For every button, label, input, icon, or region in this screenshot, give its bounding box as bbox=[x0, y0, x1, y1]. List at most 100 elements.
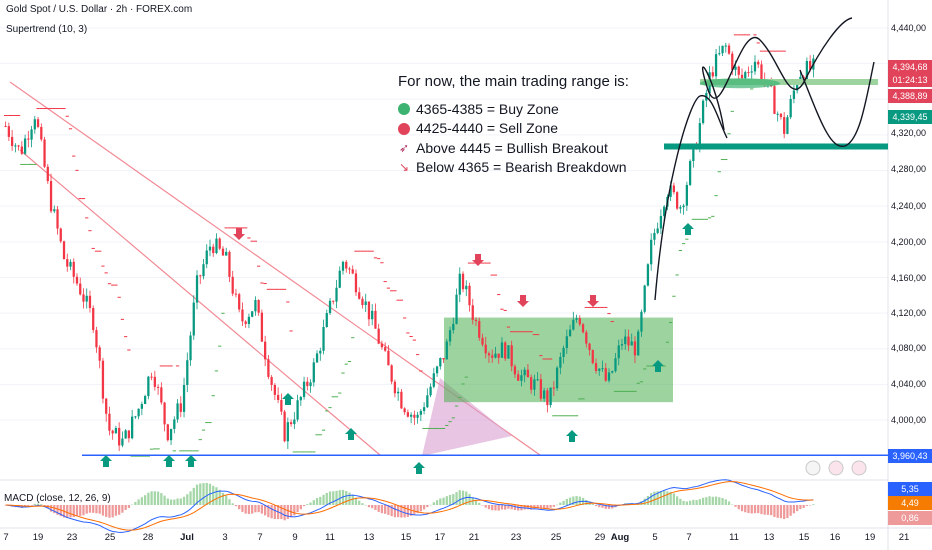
macd-histogram-bar bbox=[792, 505, 796, 514]
candle-body bbox=[325, 313, 328, 328]
candle-body bbox=[546, 390, 549, 406]
candle-body bbox=[458, 273, 461, 295]
macd-histogram-bar bbox=[387, 505, 390, 515]
macd-histogram-bar bbox=[731, 504, 734, 506]
macd-label[interactable]: MACD (close, 12, 26, 9) bbox=[4, 493, 111, 504]
candle-body bbox=[7, 126, 11, 137]
candle-body bbox=[663, 206, 666, 216]
candle-body bbox=[640, 311, 643, 332]
candle-body bbox=[539, 379, 543, 399]
indicator-label[interactable]: Supertrend (10, 3) bbox=[6, 24, 88, 35]
price-tick: 4,240,00 bbox=[890, 201, 926, 211]
candle-body bbox=[426, 395, 429, 408]
buy-signal-arrow bbox=[282, 393, 294, 405]
macd-histogram-bar bbox=[393, 505, 397, 518]
macd-histogram-bar bbox=[685, 501, 688, 505]
candle-body bbox=[478, 321, 481, 338]
time-tick: 15 bbox=[798, 532, 810, 543]
macd-histogram-bar bbox=[594, 505, 598, 507]
price-tick: 4,080,00 bbox=[890, 343, 926, 353]
candle-body bbox=[422, 407, 426, 411]
candle-body bbox=[530, 377, 533, 390]
macd-histogram-bar bbox=[238, 505, 241, 510]
candle-body bbox=[289, 422, 293, 425]
macd-histogram-bar bbox=[364, 504, 367, 506]
candle-body bbox=[646, 264, 650, 286]
macd-histogram-bar bbox=[348, 492, 351, 505]
candle-body bbox=[319, 350, 322, 354]
candle-body bbox=[533, 379, 536, 390]
candle-body bbox=[293, 419, 296, 425]
candle-body bbox=[150, 376, 153, 378]
macd-histogram-bar bbox=[422, 505, 426, 510]
macd-histogram-bar bbox=[802, 505, 805, 508]
macd-histogram-bar bbox=[82, 505, 85, 516]
macd-histogram-bar bbox=[799, 505, 802, 510]
time-tick: Jul bbox=[180, 532, 194, 543]
macd-histogram-bar bbox=[111, 505, 114, 518]
countdown-label: 01:24:13 bbox=[888, 73, 932, 87]
macd-histogram-bar bbox=[786, 505, 789, 519]
candle-body bbox=[439, 357, 442, 367]
candle-body bbox=[448, 330, 452, 342]
price-axis[interactable]: 4,440,00 4,320,00 4,280,00 4,240,00 4,20… bbox=[888, 0, 932, 550]
candle-body bbox=[594, 363, 598, 371]
macd-histogram-bar bbox=[734, 505, 737, 507]
macd-histogram-bar bbox=[442, 497, 445, 505]
macd-histogram-bar bbox=[640, 501, 643, 505]
macd-histogram-bar bbox=[445, 496, 448, 505]
candle-body bbox=[101, 360, 105, 399]
macd-histogram-bar bbox=[718, 497, 721, 505]
candle-body bbox=[487, 353, 491, 356]
macd-histogram-bar bbox=[280, 505, 283, 520]
macd-histogram-bar bbox=[568, 497, 572, 505]
candle-body bbox=[121, 438, 124, 446]
macd-histogram-bar bbox=[753, 505, 757, 514]
macd-histogram-bar bbox=[186, 494, 189, 505]
candle-body bbox=[400, 391, 403, 409]
macd-value-label: 5,35 bbox=[888, 482, 932, 496]
macd-histogram-bar bbox=[202, 483, 205, 505]
time-tick: 15 bbox=[400, 532, 412, 543]
candle-body bbox=[276, 394, 280, 400]
price-tick: 4,200,00 bbox=[890, 237, 926, 247]
macd-histogram-bar bbox=[500, 505, 504, 510]
macd-line bbox=[5, 479, 814, 533]
macd-histogram-bar bbox=[322, 494, 325, 505]
macd-histogram-bar bbox=[695, 500, 698, 505]
note-sell-text: 4425-4440 = Sell Zone bbox=[416, 120, 559, 136]
macd-histogram-bar bbox=[705, 497, 708, 505]
dividend-event-icon bbox=[805, 460, 821, 476]
candle-body bbox=[718, 53, 721, 55]
time-tick: 19 bbox=[32, 532, 44, 543]
candle-body bbox=[264, 341, 267, 360]
candle-body bbox=[562, 347, 565, 357]
candle-body bbox=[497, 353, 500, 358]
macd-histogram-bar bbox=[727, 501, 731, 505]
candle-body bbox=[254, 300, 257, 312]
macd-histogram-bar bbox=[747, 505, 750, 514]
candle-body bbox=[688, 161, 692, 185]
macd-histogram-bar bbox=[740, 505, 744, 512]
candle-body bbox=[656, 228, 659, 233]
time-tick: 25 bbox=[550, 532, 562, 543]
candle-body bbox=[692, 145, 695, 162]
macd-histogram-bar bbox=[367, 505, 371, 508]
buy-zone-bar bbox=[700, 79, 878, 85]
time-tick: 28 bbox=[142, 532, 154, 543]
macd-histogram-bar bbox=[724, 499, 727, 505]
time-tick: 16 bbox=[829, 532, 841, 543]
time-tick: 19 bbox=[864, 532, 876, 543]
macd-histogram-bar bbox=[205, 482, 208, 505]
note-title: For now, the main trading range is: bbox=[398, 73, 629, 90]
candle-body bbox=[221, 248, 225, 256]
macd-histogram-bar bbox=[744, 505, 747, 513]
candle-body bbox=[108, 413, 111, 431]
time-tick: Aug bbox=[610, 532, 630, 543]
signal-value-label: 4,49 bbox=[888, 496, 932, 510]
candle-body bbox=[169, 428, 173, 441]
macd-histogram-bar bbox=[426, 505, 429, 508]
buy-signal-arrow bbox=[652, 360, 664, 372]
note-row-sell: 4425-4440 = Sell Zone bbox=[398, 119, 629, 139]
